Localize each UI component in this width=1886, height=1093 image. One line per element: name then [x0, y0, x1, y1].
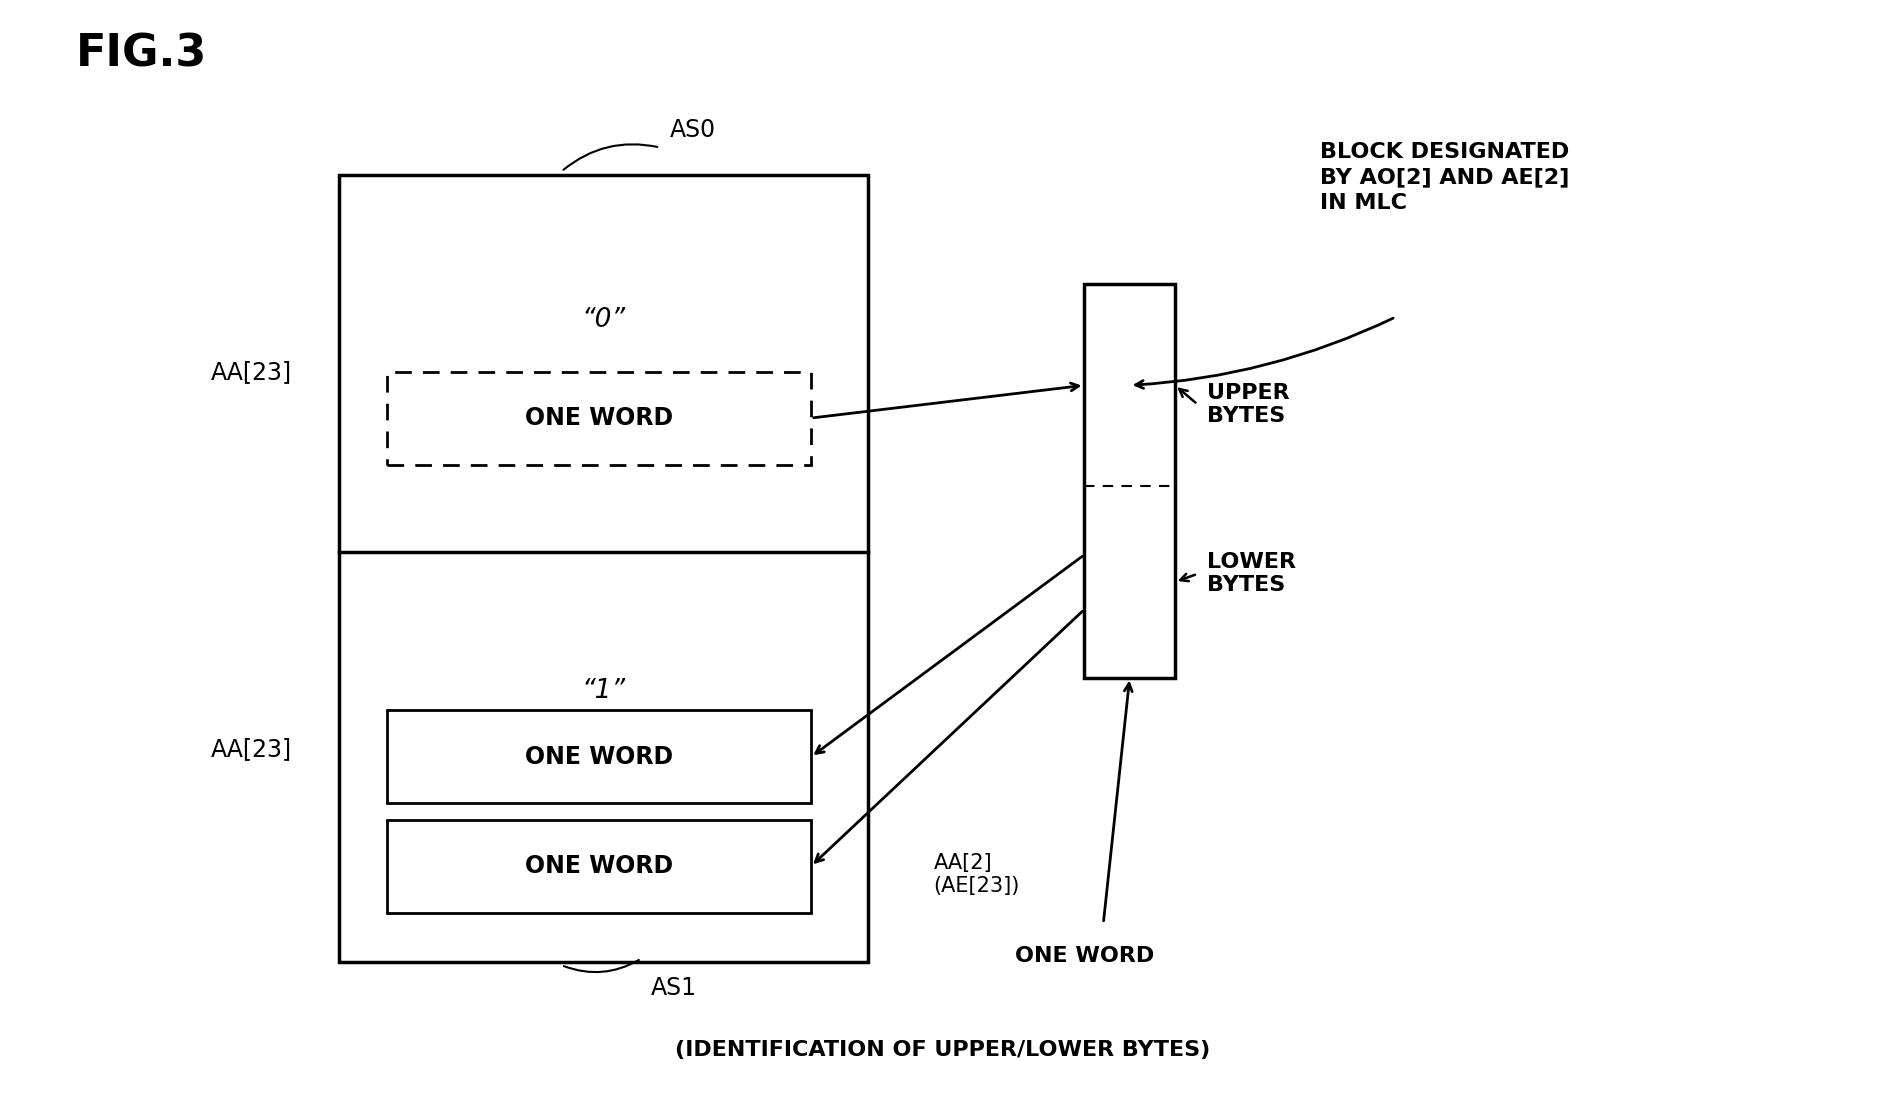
Text: FIG.3: FIG.3	[75, 33, 207, 75]
Text: AA[2]
(AE[23]): AA[2] (AE[23])	[934, 853, 1020, 896]
Text: AS1: AS1	[651, 976, 696, 1000]
Text: ONE WORD: ONE WORD	[524, 745, 673, 768]
Text: “0”: “0”	[581, 307, 626, 332]
Bar	[387, 372, 811, 465]
Text: UPPER
BYTES: UPPER BYTES	[1207, 383, 1290, 426]
Text: AS0: AS0	[670, 118, 715, 142]
Text: ONE WORD: ONE WORD	[524, 855, 673, 878]
Text: LOWER
BYTES: LOWER BYTES	[1207, 552, 1296, 596]
Bar	[387, 710, 811, 803]
Text: ONE WORD: ONE WORD	[1015, 947, 1154, 966]
Text: AA[23]: AA[23]	[211, 737, 292, 761]
Text: (IDENTIFICATION OF UPPER/LOWER BYTES): (IDENTIFICATION OF UPPER/LOWER BYTES)	[675, 1041, 1211, 1060]
Text: “1”: “1”	[581, 679, 626, 704]
Text: AA[23]: AA[23]	[211, 360, 292, 384]
Text: ONE WORD: ONE WORD	[524, 407, 673, 430]
Text: BLOCK DESIGNATED
BY AO[2] AND AE[2]
IN MLC: BLOCK DESIGNATED BY AO[2] AND AE[2] IN M…	[1320, 142, 1569, 213]
Bar	[339, 175, 868, 962]
Bar	[387, 820, 811, 913]
Bar	[1084, 284, 1175, 678]
